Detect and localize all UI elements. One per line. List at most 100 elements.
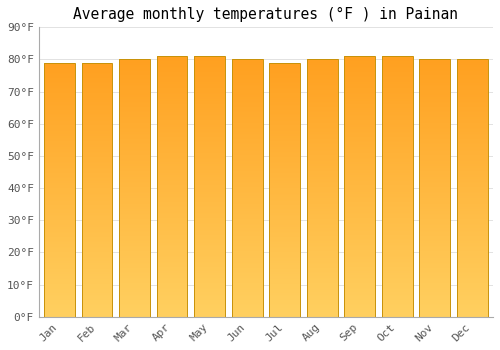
Bar: [344, 179, 375, 180]
Bar: [232, 85, 262, 86]
Bar: [119, 285, 150, 286]
Bar: [82, 253, 112, 254]
Bar: [307, 259, 338, 260]
Bar: [232, 162, 262, 164]
Bar: [382, 196, 412, 197]
Bar: [307, 96, 338, 97]
Bar: [382, 214, 412, 215]
Bar: [270, 210, 300, 211]
Bar: [270, 260, 300, 261]
Bar: [382, 121, 412, 123]
Bar: [232, 113, 262, 115]
Bar: [194, 158, 225, 159]
Bar: [194, 287, 225, 288]
Bar: [457, 148, 488, 149]
Bar: [156, 259, 188, 261]
Bar: [232, 238, 262, 240]
Bar: [457, 166, 488, 168]
Bar: [382, 279, 412, 280]
Bar: [194, 270, 225, 271]
Bar: [307, 178, 338, 179]
Bar: [420, 216, 450, 218]
Bar: [82, 218, 112, 219]
Bar: [457, 288, 488, 290]
Bar: [156, 275, 188, 276]
Bar: [457, 245, 488, 246]
Bar: [82, 289, 112, 290]
Bar: [270, 286, 300, 288]
Bar: [307, 126, 338, 128]
Bar: [156, 254, 188, 256]
Bar: [44, 195, 75, 196]
Bar: [232, 174, 262, 175]
Bar: [82, 176, 112, 177]
Bar: [232, 121, 262, 122]
Bar: [119, 176, 150, 178]
Bar: [307, 63, 338, 65]
Bar: [194, 243, 225, 244]
Bar: [156, 309, 188, 310]
Bar: [82, 223, 112, 224]
Bar: [156, 235, 188, 236]
Bar: [344, 127, 375, 128]
Bar: [194, 120, 225, 121]
Bar: [119, 81, 150, 83]
Bar: [44, 130, 75, 131]
Bar: [44, 94, 75, 96]
Bar: [344, 129, 375, 131]
Bar: [44, 208, 75, 209]
Bar: [194, 154, 225, 155]
Bar: [82, 267, 112, 268]
Bar: [156, 183, 188, 184]
Bar: [270, 230, 300, 232]
Bar: [457, 260, 488, 261]
Bar: [232, 214, 262, 215]
Bar: [457, 170, 488, 172]
Bar: [156, 56, 188, 317]
Bar: [156, 57, 188, 59]
Bar: [382, 264, 412, 265]
Bar: [44, 299, 75, 300]
Bar: [344, 237, 375, 239]
Bar: [382, 181, 412, 183]
Bar: [344, 233, 375, 235]
Bar: [457, 138, 488, 139]
Bar: [420, 92, 450, 93]
Bar: [382, 134, 412, 136]
Bar: [119, 220, 150, 222]
Bar: [457, 103, 488, 105]
Bar: [382, 250, 412, 252]
Bar: [382, 249, 412, 250]
Bar: [307, 240, 338, 241]
Bar: [420, 71, 450, 72]
Bar: [457, 71, 488, 72]
Bar: [307, 211, 338, 212]
Bar: [270, 307, 300, 308]
Bar: [382, 78, 412, 80]
Bar: [232, 172, 262, 173]
Bar: [270, 226, 300, 228]
Bar: [194, 127, 225, 128]
Bar: [194, 76, 225, 77]
Bar: [344, 287, 375, 288]
Bar: [382, 110, 412, 111]
Bar: [270, 282, 300, 284]
Bar: [119, 79, 150, 80]
Bar: [119, 86, 150, 88]
Bar: [344, 183, 375, 184]
Bar: [382, 59, 412, 60]
Bar: [44, 141, 75, 143]
Bar: [232, 63, 262, 65]
Bar: [82, 239, 112, 240]
Bar: [119, 178, 150, 179]
Bar: [420, 299, 450, 300]
Bar: [457, 193, 488, 195]
Bar: [44, 143, 75, 144]
Bar: [420, 219, 450, 220]
Bar: [307, 244, 338, 245]
Bar: [156, 131, 188, 132]
Bar: [382, 64, 412, 65]
Bar: [119, 193, 150, 195]
Bar: [194, 111, 225, 112]
Bar: [307, 174, 338, 175]
